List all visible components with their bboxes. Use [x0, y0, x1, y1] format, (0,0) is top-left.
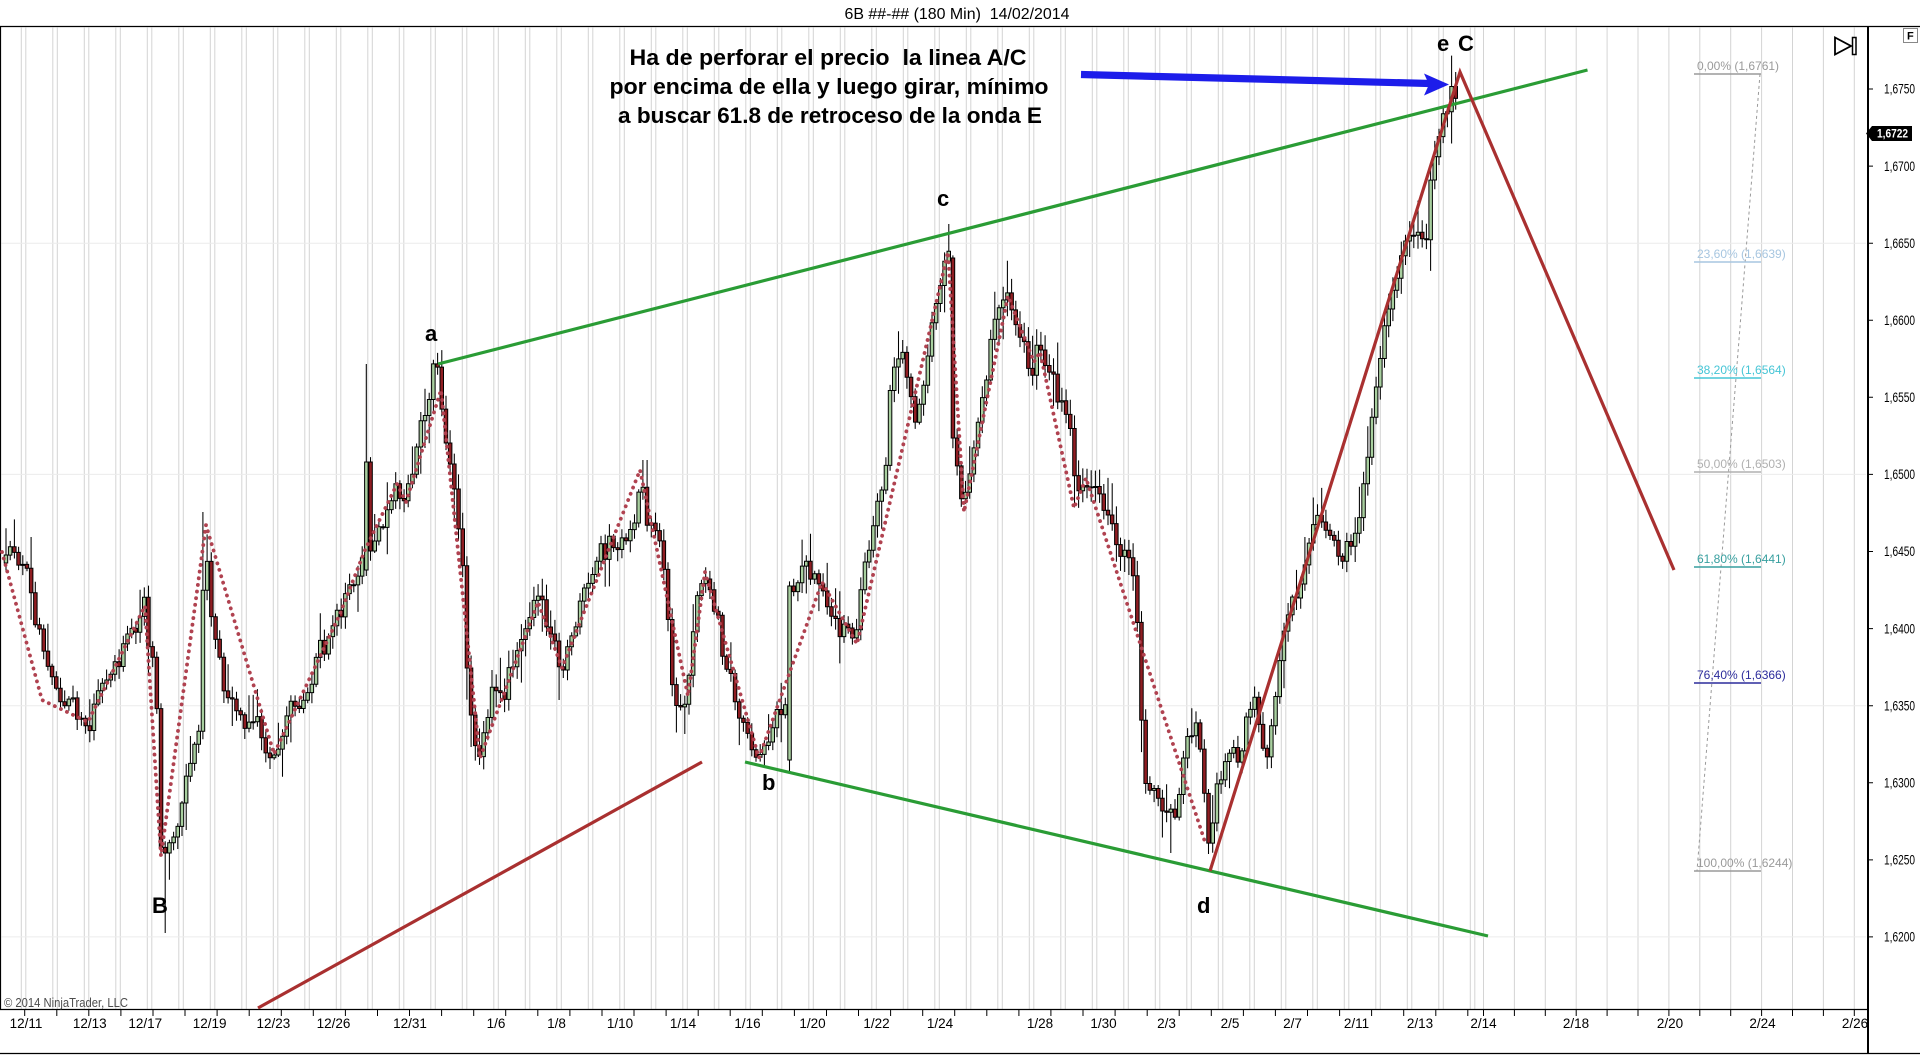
svg-text:2/13: 2/13 — [1407, 1016, 1433, 1031]
svg-text:1/16: 1/16 — [734, 1016, 760, 1031]
svg-text:1,6350: 1,6350 — [1884, 698, 1915, 713]
svg-text:C: C — [1458, 31, 1474, 56]
svg-text:1/6: 1/6 — [487, 1016, 506, 1031]
svg-text:38,20% (1,6564): 38,20% (1,6564) — [1697, 363, 1786, 377]
svg-text:1/24: 1/24 — [927, 1016, 954, 1031]
svg-text:B: B — [152, 893, 168, 918]
svg-text:1,6750: 1,6750 — [1884, 82, 1915, 97]
svg-text:1,6500: 1,6500 — [1884, 467, 1915, 482]
svg-text:b: b — [762, 770, 775, 795]
svg-text:Ha de perforar el precio la l: Ha de perforar el precio la linea A/C — [630, 45, 1027, 70]
svg-text:2/18: 2/18 — [1563, 1016, 1589, 1031]
svg-text:12/26: 12/26 — [317, 1016, 351, 1031]
svg-text:© 2014 NinjaTrader, LLC: © 2014 NinjaTrader, LLC — [4, 995, 128, 1010]
svg-text:1/8: 1/8 — [547, 1016, 566, 1031]
svg-text:2/11: 2/11 — [1344, 1016, 1369, 1031]
svg-text:1/14: 1/14 — [670, 1016, 697, 1031]
svg-text:0,00% (1,6761): 0,00% (1,6761) — [1697, 59, 1779, 73]
svg-text:1,6400: 1,6400 — [1884, 621, 1915, 636]
svg-text:12/23: 12/23 — [257, 1016, 291, 1031]
svg-text:a buscar 61.8 de retroceso de: a buscar 61.8 de retroceso de la onda E — [618, 103, 1042, 128]
svg-text:2/20: 2/20 — [1657, 1016, 1683, 1031]
svg-text:1,6200: 1,6200 — [1884, 930, 1915, 945]
svg-text:12/19: 12/19 — [193, 1016, 227, 1031]
svg-text:1,6722: 1,6722 — [1877, 127, 1908, 141]
svg-text:100,00% (1,6244): 100,00% (1,6244) — [1697, 856, 1792, 870]
svg-text:2/14: 2/14 — [1470, 1016, 1497, 1031]
svg-text:12/11: 12/11 — [10, 1016, 43, 1031]
svg-text:1,6650: 1,6650 — [1884, 236, 1915, 251]
svg-text:por encima de ella y luego gir: por encima de ella y luego girar, mínimo — [610, 74, 1049, 99]
svg-text:61,80% (1,6441): 61,80% (1,6441) — [1697, 552, 1786, 566]
svg-text:23,60% (1,6639): 23,60% (1,6639) — [1697, 247, 1786, 261]
svg-text:F: F — [1907, 31, 1914, 43]
svg-text:2/24: 2/24 — [1749, 1016, 1776, 1031]
svg-text:a: a — [425, 321, 438, 346]
svg-text:1/20: 1/20 — [799, 1016, 825, 1031]
svg-text:1,6550: 1,6550 — [1884, 390, 1915, 405]
svg-text:12/17: 12/17 — [128, 1016, 162, 1031]
svg-text:1,6250: 1,6250 — [1884, 853, 1915, 868]
svg-text:d: d — [1197, 893, 1210, 918]
svg-text:6B ##-## (180 Min) 14/02/2014: 6B ##-## (180 Min) 14/02/2014 — [845, 6, 1070, 23]
svg-text:1/28: 1/28 — [1027, 1016, 1053, 1031]
svg-text:50,00% (1,6503): 50,00% (1,6503) — [1697, 457, 1786, 471]
svg-text:1,6300: 1,6300 — [1884, 776, 1915, 791]
svg-text:2/26: 2/26 — [1842, 1016, 1868, 1031]
svg-text:2/7: 2/7 — [1283, 1016, 1302, 1031]
svg-text:2/3: 2/3 — [1157, 1016, 1176, 1031]
svg-text:1,6450: 1,6450 — [1884, 544, 1915, 559]
svg-text:12/13: 12/13 — [73, 1016, 107, 1031]
svg-text:1/22: 1/22 — [863, 1016, 889, 1031]
svg-text:1/10: 1/10 — [607, 1016, 633, 1031]
svg-text:1/30: 1/30 — [1090, 1016, 1116, 1031]
svg-text:1,6600: 1,6600 — [1884, 313, 1915, 328]
svg-text:76,40% (1,6366): 76,40% (1,6366) — [1697, 668, 1786, 682]
svg-text:12/31: 12/31 — [393, 1016, 427, 1031]
svg-text:e: e — [1437, 31, 1449, 56]
svg-text:1,6700: 1,6700 — [1884, 159, 1915, 174]
svg-text:c: c — [937, 186, 949, 211]
svg-text:2/5: 2/5 — [1221, 1016, 1240, 1031]
